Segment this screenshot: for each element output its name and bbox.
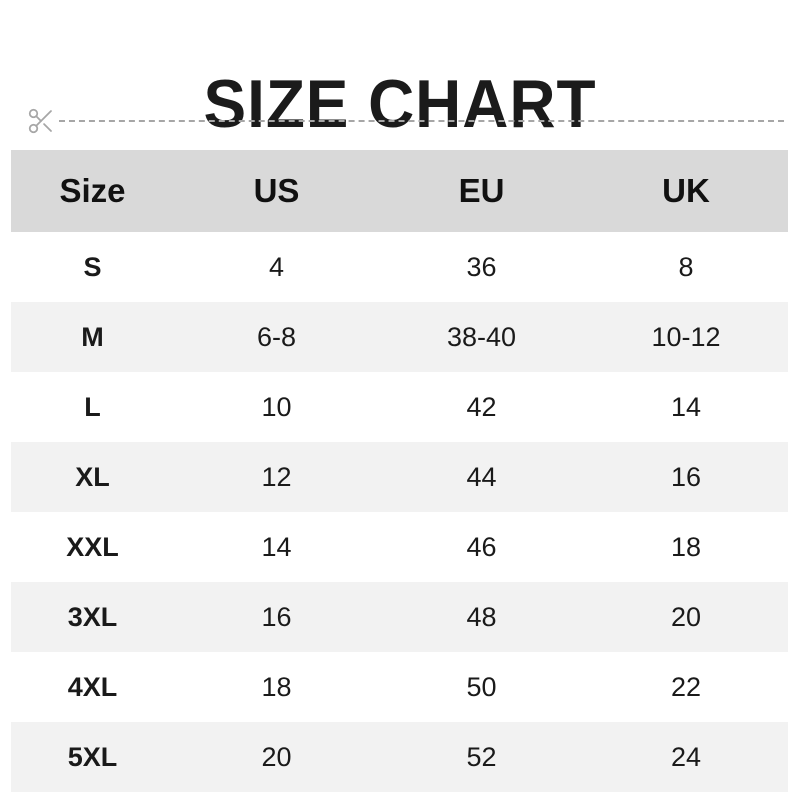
- column-header-eu: EU: [379, 150, 584, 232]
- scissors-icon: [24, 104, 58, 138]
- table-row: XL 12 44 16: [11, 442, 788, 512]
- cell-eu: 50: [379, 652, 584, 722]
- size-chart-table: Size US EU UK S 4 36 8 M 6-8 38-40 10-12…: [11, 150, 788, 792]
- cell-us: 20: [174, 722, 379, 792]
- table-row: XXL 14 46 18: [11, 512, 788, 582]
- table-row: 3XL 16 48 20: [11, 582, 788, 652]
- table-row: S 4 36 8: [11, 232, 788, 302]
- table-row: L 10 42 14: [11, 372, 788, 442]
- cell-us: 14: [174, 512, 379, 582]
- cell-us: 16: [174, 582, 379, 652]
- cell-us: 18: [174, 652, 379, 722]
- cell-size: L: [11, 372, 174, 442]
- dashed-cut-line: [59, 120, 784, 122]
- cell-size: XXL: [11, 512, 174, 582]
- cell-uk: 16: [584, 442, 788, 512]
- cell-size: M: [11, 302, 174, 372]
- cell-uk: 18: [584, 512, 788, 582]
- cell-us: 10: [174, 372, 379, 442]
- cut-line: [24, 104, 784, 138]
- cell-size: 3XL: [11, 582, 174, 652]
- cell-eu: 42: [379, 372, 584, 442]
- cell-size: 5XL: [11, 722, 174, 792]
- column-header-size: Size: [11, 150, 174, 232]
- table-row: 4XL 18 50 22: [11, 652, 788, 722]
- cell-eu: 36: [379, 232, 584, 302]
- cell-eu: 48: [379, 582, 584, 652]
- cell-eu: 52: [379, 722, 584, 792]
- cell-uk: 22: [584, 652, 788, 722]
- column-header-uk: UK: [584, 150, 788, 232]
- cell-eu: 38-40: [379, 302, 584, 372]
- column-header-us: US: [174, 150, 379, 232]
- table-row: 5XL 20 52 24: [11, 722, 788, 792]
- cell-uk: 20: [584, 582, 788, 652]
- table-row: M 6-8 38-40 10-12: [11, 302, 788, 372]
- cell-uk: 14: [584, 372, 788, 442]
- cell-size: 4XL: [11, 652, 174, 722]
- table-header: Size US EU UK: [11, 150, 788, 232]
- cell-eu: 44: [379, 442, 584, 512]
- page-title: SIZE CHART: [203, 65, 597, 142]
- cell-uk: 10-12: [584, 302, 788, 372]
- cell-eu: 46: [379, 512, 584, 582]
- cell-us: 12: [174, 442, 379, 512]
- cell-size: XL: [11, 442, 174, 512]
- table-header-row: Size US EU UK: [11, 150, 788, 232]
- cell-uk: 8: [584, 232, 788, 302]
- cell-us: 6-8: [174, 302, 379, 372]
- page-title-container: SIZE CHART: [0, 22, 800, 185]
- cell-us: 4: [174, 232, 379, 302]
- table-body: S 4 36 8 M 6-8 38-40 10-12 L 10 42 14 XL…: [11, 232, 788, 792]
- cell-size: S: [11, 232, 174, 302]
- cell-uk: 24: [584, 722, 788, 792]
